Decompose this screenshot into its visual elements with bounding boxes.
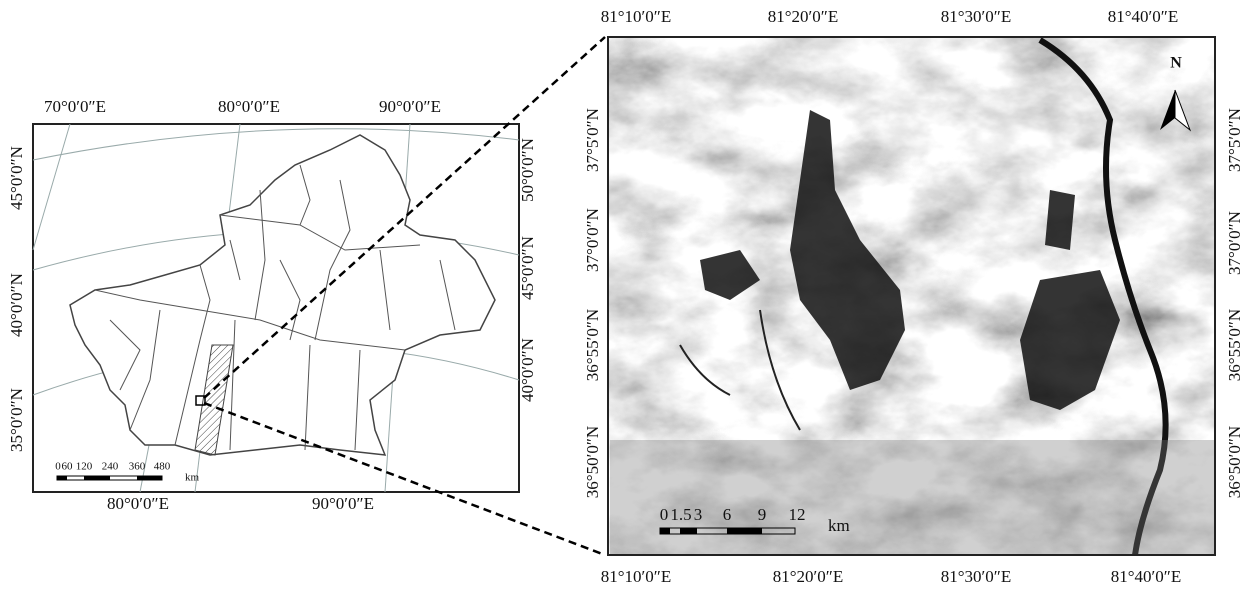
coordinate-label: 80°0′0″E (218, 97, 280, 116)
coordinate-label: 81°20′0″E (773, 567, 843, 586)
figure: N km km 70°0′0″E 80°0′0″E 90°0′0″E 80°0′0″E… (0, 0, 1256, 594)
coordinate-label: 81°40′0″E (1111, 567, 1181, 586)
coordinate-label: 6 (723, 505, 732, 524)
coordinate-label: 81°10′0″E (601, 567, 671, 586)
coordinate-label: 360 (129, 461, 146, 473)
coordinate-label: 240 (102, 461, 119, 473)
coordinate-label: 81°40′0″E (1108, 7, 1178, 26)
coordinate-label: 81°10′0″E (601, 7, 671, 26)
coordinate-label: 36°50′0″N (583, 426, 602, 498)
coordinate-label: 36°55′0″N (1225, 309, 1244, 381)
coordinate-label: 81°20′0″E (768, 7, 838, 26)
coordinate-label: 40°0′0″N (7, 273, 26, 337)
satellite-image (608, 37, 1215, 555)
coordinate-label: 40°0′0″N (518, 338, 537, 402)
coordinate-label: 45°0′0″N (7, 146, 26, 210)
coordinate-label: 35°0′0″N (7, 388, 26, 452)
coordinate-label: 37°5′0″N (583, 108, 602, 172)
coordinate-label: 81°30′0″E (941, 7, 1011, 26)
coordinate-label: 90°0′0″E (379, 97, 441, 116)
coordinate-label: 60 (62, 461, 74, 473)
coordinate-label: 12 (789, 505, 806, 524)
coordinate-label: 81°30′0″E (941, 567, 1011, 586)
coordinate-label: 480 (154, 461, 171, 473)
north-label: N (1170, 55, 1182, 72)
coordinate-label: 36°50′0″N (1225, 426, 1244, 498)
coordinate-label: 1.5 (670, 505, 691, 524)
coordinate-label: 37°5′0″N (1225, 108, 1244, 172)
coordinate-label: 80°0′0″E (107, 494, 169, 513)
scale-unit: km (185, 472, 200, 484)
coordinate-label: 70°0′0″E (44, 97, 106, 116)
coordinate-label: 120 (76, 461, 93, 473)
coordinate-label: 0 (55, 461, 61, 473)
coordinate-label: 3 (694, 505, 703, 524)
coordinate-label: 36°55′0″N (583, 309, 602, 381)
coordinate-label: 0 (660, 505, 669, 524)
coordinate-label: 50°0′0″N (518, 138, 537, 202)
scale-unit: km (828, 516, 850, 535)
coordinate-label: 37°0′0″N (583, 208, 602, 272)
coordinate-label: 9 (758, 505, 767, 524)
coordinate-label: 45°0′0″N (518, 236, 537, 300)
coordinate-label: 90°0′0″E (312, 494, 374, 513)
coordinate-label: 37°0′0″N (1225, 211, 1244, 275)
